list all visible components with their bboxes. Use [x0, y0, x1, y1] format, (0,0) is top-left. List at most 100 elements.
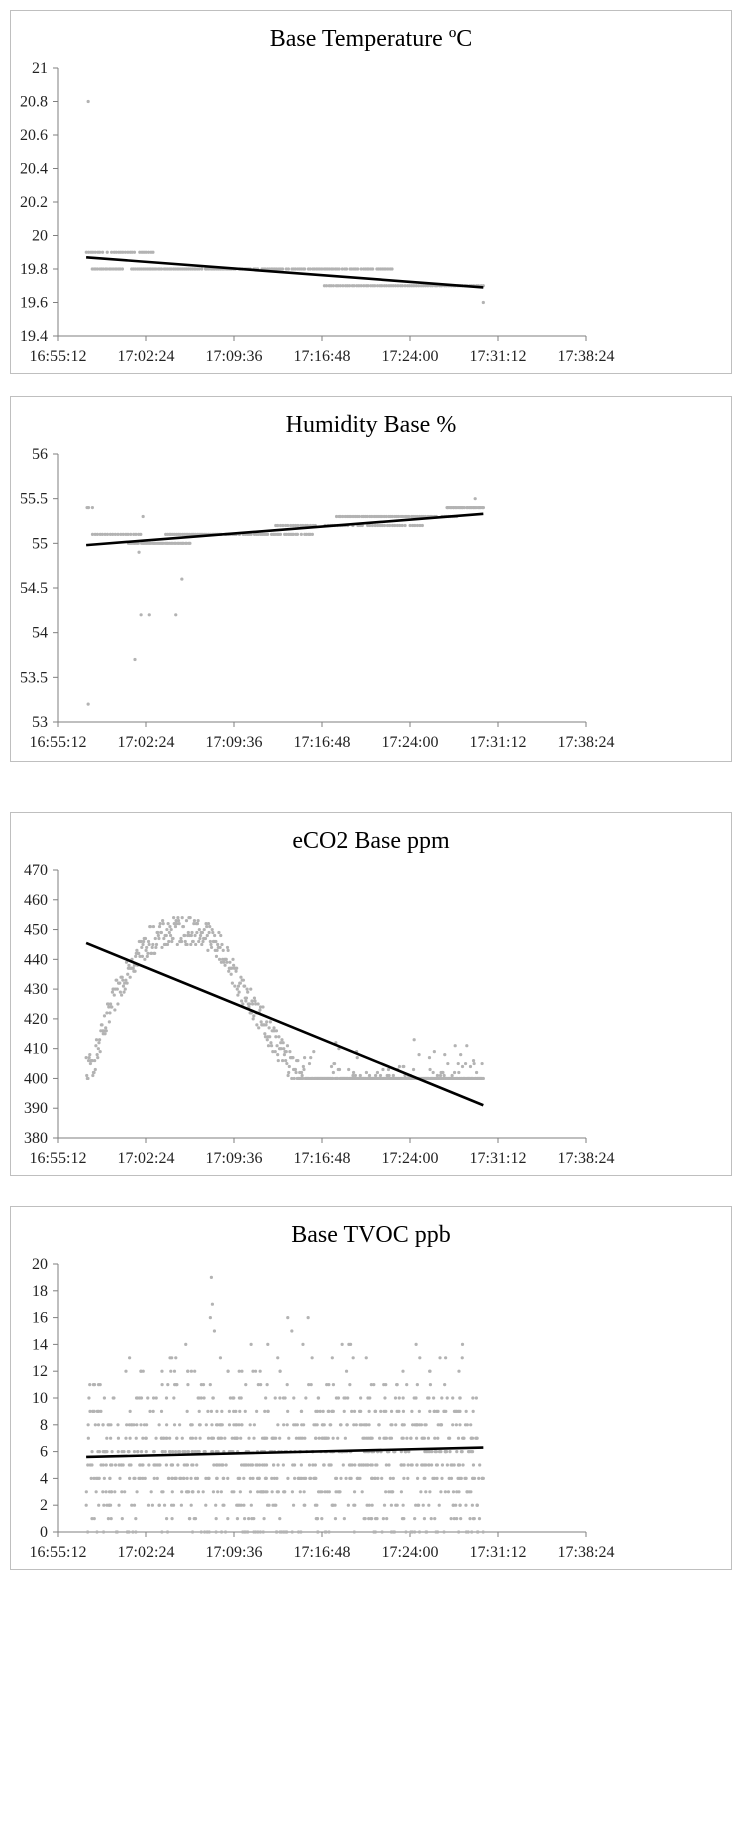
data-point: [110, 990, 115, 994]
data-point: [278, 523, 283, 528]
data-point: [121, 978, 125, 982]
data-point: [337, 1490, 342, 1494]
data-point: [197, 1450, 201, 1454]
data-point: [211, 1490, 216, 1494]
data-point: [212, 1463, 216, 1467]
data-point: [88, 1409, 92, 1413]
y-tick-label: 420: [24, 1011, 48, 1028]
data-point: [100, 1023, 104, 1027]
data-point: [221, 1476, 225, 1480]
y-tick-label: 19.6: [20, 295, 48, 312]
data-point: [136, 541, 140, 545]
data-point: [414, 1436, 419, 1440]
y-tick-label: 20.4: [20, 161, 48, 178]
data-point: [418, 523, 422, 528]
data-point: [98, 1050, 102, 1054]
data-point: [96, 1056, 100, 1060]
chart-title: Humidity Base %: [285, 412, 457, 438]
data-point: [121, 532, 125, 536]
data-point: [357, 514, 361, 519]
data-point: [200, 267, 204, 271]
data-point: [117, 1503, 121, 1507]
data-point: [203, 1450, 207, 1454]
data-point: [432, 1050, 436, 1054]
data-point: [169, 1463, 174, 1467]
data-point: [385, 1517, 389, 1521]
data-point: [113, 532, 117, 536]
data-point: [146, 1503, 151, 1507]
data-point: [221, 948, 225, 952]
data-point: [238, 1490, 242, 1494]
data-point: [244, 999, 248, 1003]
data-point: [267, 1503, 271, 1507]
data-point: [273, 1050, 277, 1054]
data-point: [226, 1476, 230, 1480]
data-point: [252, 1517, 256, 1521]
chart-title: Base TVOC ppb: [291, 1222, 451, 1248]
data-point: [426, 284, 430, 288]
data-point: [353, 1073, 358, 1078]
data-point: [90, 1058, 94, 1063]
eco2-chart-plot: 380 390 400 410 420 430 440 450 460 470 16:55:12 17…: [24, 862, 614, 1167]
data-point: [425, 1530, 429, 1534]
data-point: [451, 1423, 455, 1427]
data-point: [175, 942, 179, 947]
data-point: [97, 1450, 102, 1454]
data-point: [421, 284, 425, 288]
data-point: [362, 1423, 366, 1427]
data-point: [379, 1409, 383, 1413]
data-point: [215, 948, 219, 952]
data-point: [463, 1061, 468, 1066]
data-point: [188, 541, 192, 545]
data-point: [417, 1530, 422, 1534]
data-point: [157, 1423, 161, 1427]
data-point: [361, 1436, 365, 1440]
temperature-chart-plot: 19.4 19.6 19.8 20 20.2 20.4 20.6 20.8 21 16:55:12…: [20, 60, 614, 365]
data-point: [168, 1436, 172, 1440]
data-point: [248, 1423, 252, 1427]
y-tick-label: 55.5: [20, 491, 48, 508]
data-point: [106, 1517, 111, 1521]
x-tick-label: 17:16:48: [294, 1150, 351, 1167]
data-point: [252, 1014, 256, 1018]
data-point: [170, 939, 174, 944]
data-point: [251, 1476, 255, 1480]
data-point: [406, 1476, 410, 1480]
data-point: [86, 1530, 90, 1534]
data-point: [467, 1450, 471, 1454]
data-point: [309, 1056, 313, 1060]
y-tick-label: 410: [24, 1041, 48, 1058]
data-point: [208, 924, 212, 929]
data-point: [458, 1409, 462, 1413]
data-point: [101, 1530, 106, 1534]
data-point: [327, 1530, 331, 1534]
data-point: [137, 1476, 141, 1480]
data-point: [395, 523, 399, 528]
data-point: [192, 919, 197, 923]
data-point: [350, 1409, 354, 1413]
data-point: [160, 945, 164, 950]
data-point: [442, 1409, 446, 1413]
data-point: [367, 1517, 371, 1521]
data-point: [352, 284, 356, 288]
trendline: [86, 1446, 484, 1459]
data-point: [139, 1450, 144, 1454]
data-point: [278, 532, 283, 536]
data-point: [293, 267, 298, 271]
data-point: [178, 1423, 182, 1427]
data-point: [103, 1032, 107, 1036]
data-point: [413, 1530, 417, 1534]
data-point: [255, 1463, 259, 1467]
data-point: [216, 1490, 220, 1494]
data-point: [153, 951, 157, 955]
x-tick-label: 17:24:00: [382, 734, 439, 751]
data-point: [94, 1038, 99, 1042]
data-point: [403, 523, 407, 528]
data-point: [466, 1530, 470, 1534]
data-point: [361, 1463, 366, 1467]
data-point: [204, 1476, 208, 1480]
data-point: [239, 1396, 243, 1400]
data-point: [378, 1073, 383, 1078]
data-point: [166, 1383, 170, 1387]
data-point: [214, 1517, 218, 1521]
